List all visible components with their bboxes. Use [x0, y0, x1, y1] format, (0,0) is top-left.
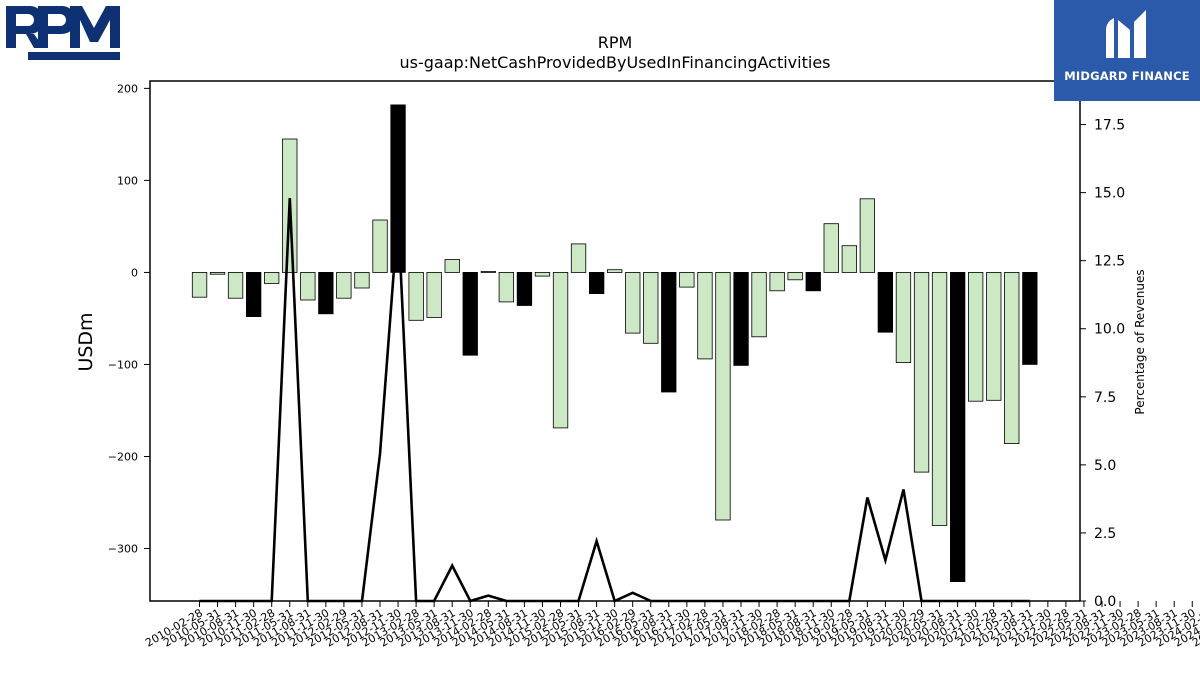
bar [986, 271, 1002, 401]
bar [1022, 271, 1038, 365]
bar [354, 271, 370, 289]
y2-axis-label: Percentage of Revenues [1133, 269, 1147, 414]
y-axis-label: USDm [75, 312, 97, 371]
y-tick-label: −100 [108, 358, 138, 371]
chart-subtitle: us-gaap:NetCashProvidedByUsedInFinancing… [399, 53, 830, 72]
bar [607, 269, 623, 273]
series-line [199, 198, 1030, 603]
y2-tick-label: 12.5 [1094, 254, 1125, 270]
bar [245, 271, 262, 317]
bar [1004, 271, 1020, 444]
y-tick-label: 200 [117, 82, 138, 95]
y2-tick-label: 10.0 [1094, 322, 1125, 338]
bar [715, 271, 731, 521]
bar [877, 271, 893, 333]
bar [968, 271, 984, 402]
bar [462, 271, 478, 356]
y-tick-label: −300 [108, 543, 138, 556]
y2-tick-label: 15.0 [1094, 186, 1125, 202]
bar [950, 271, 966, 583]
bar [589, 271, 605, 294]
bar [318, 271, 334, 315]
y-tick-label: −200 [108, 451, 138, 464]
bar [426, 271, 442, 318]
bar [769, 271, 785, 292]
bar [751, 271, 767, 338]
y2-tick-label: 17.5 [1094, 118, 1125, 134]
bar [263, 271, 280, 284]
bar [787, 271, 803, 281]
bar [534, 271, 551, 277]
bar [408, 271, 424, 321]
bar [733, 271, 749, 366]
bar [841, 245, 857, 273]
bar [570, 243, 587, 273]
y-tick-label: 0 [131, 266, 138, 279]
y2-tick-label: 0.0 [1094, 594, 1116, 610]
y2-tick-label: 7.5 [1094, 390, 1116, 406]
midgard-finance-wordmark: MIDGARD FINANCE [1064, 69, 1190, 83]
y-tick-label: 100 [117, 174, 138, 187]
bar [227, 271, 244, 299]
y2-tick-label: 2.5 [1094, 526, 1116, 542]
bar [498, 271, 515, 303]
midgard-finance-logo: MIDGARD FINANCE [1054, 0, 1200, 101]
bar [444, 259, 460, 273]
bar [823, 223, 839, 273]
bar [552, 271, 569, 429]
bar [625, 271, 641, 334]
bar [643, 271, 659, 344]
bar [895, 271, 912, 363]
chart-title: RPM [598, 33, 633, 52]
y2-tick-label: 5.0 [1094, 458, 1116, 474]
bar [913, 271, 930, 473]
bar [300, 271, 316, 301]
bar [679, 271, 695, 288]
bar [516, 271, 533, 306]
bar [859, 198, 875, 273]
bar [209, 271, 226, 275]
bar [390, 104, 406, 273]
bar [191, 271, 208, 298]
bar [805, 271, 821, 292]
bar [697, 271, 713, 360]
bar [931, 271, 948, 526]
bar [336, 271, 352, 299]
rpm-logo [4, 4, 124, 62]
bar [480, 271, 497, 273]
bar [661, 271, 677, 393]
bar [372, 219, 388, 273]
